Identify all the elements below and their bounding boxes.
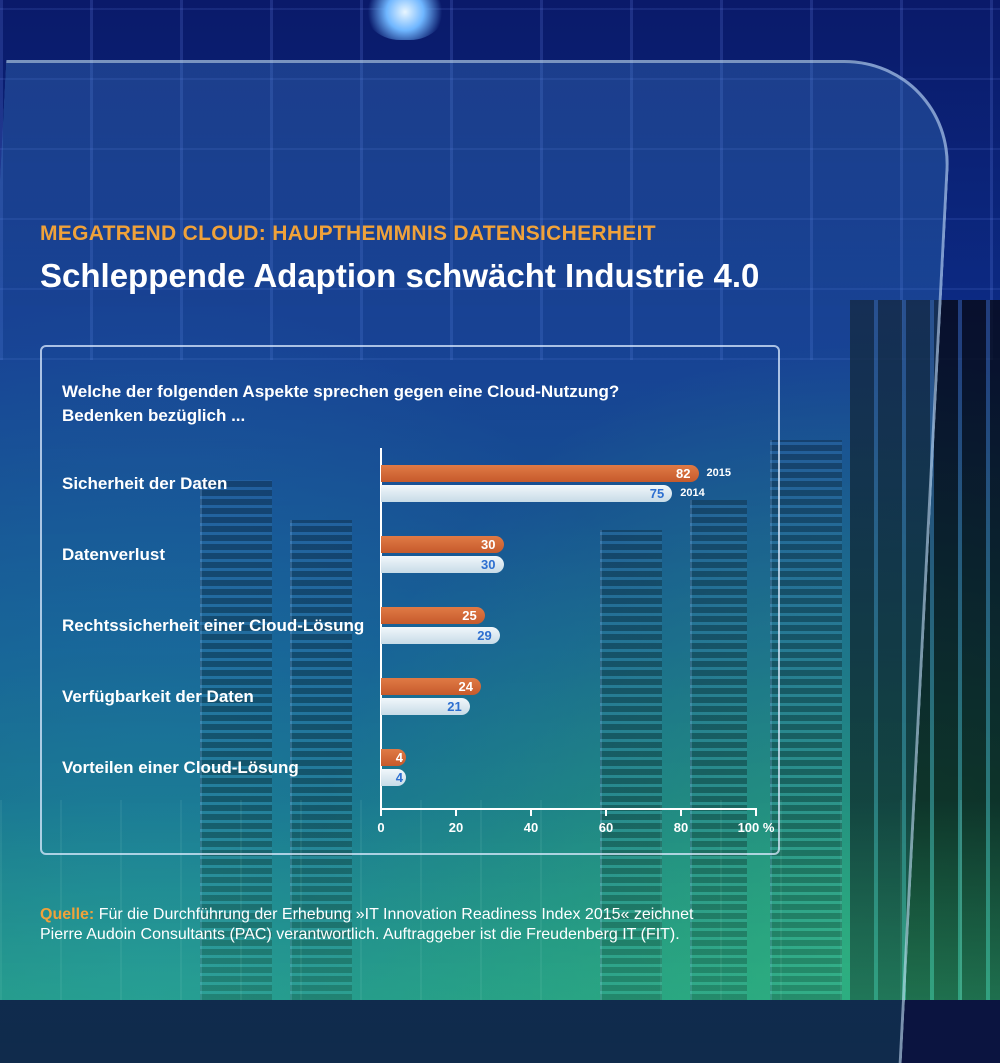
x-tick-label: 40	[523, 820, 539, 835]
question-line-2: Bedenken bezüglich ...	[62, 406, 246, 425]
bar-2015: 82	[381, 465, 699, 482]
category-label: Datenverlust	[62, 545, 165, 564]
background-ceiling	[0, 0, 1000, 360]
source-note: Quelle: Für die Durchführung der Erhebun…	[40, 905, 740, 945]
source-text: Für die Durchführung der Erhebung »IT In…	[40, 906, 694, 943]
data-label: 30	[481, 537, 496, 552]
data-label: 21	[447, 699, 462, 714]
x-tick	[680, 808, 682, 816]
question-line-1: Welche der folgenden Aspekte sprechen ge…	[62, 382, 620, 401]
background-floor	[0, 800, 1000, 1000]
data-label: 75	[649, 486, 665, 501]
x-tick-label: 0	[377, 820, 385, 835]
bar-2015: 30	[381, 536, 504, 553]
x-tick	[605, 808, 607, 816]
server-rack	[770, 440, 842, 1000]
chart-frame	[40, 345, 780, 855]
chart-question: Welche der folgenden Aspekte sprechen ge…	[62, 380, 702, 428]
source-label: Quelle:	[40, 906, 95, 923]
legend-entry: 2015	[706, 467, 731, 479]
data-label: 82	[676, 466, 691, 481]
x-tick	[755, 808, 757, 816]
x-tick-label: 20	[448, 820, 464, 835]
bar-2014: 75	[381, 485, 673, 502]
legend-entry: 2014	[680, 487, 705, 499]
server-racks-right	[850, 300, 1000, 1000]
server-rack	[290, 520, 352, 1000]
server-rack	[200, 480, 272, 1000]
bar-2015: 4	[381, 749, 406, 766]
data-label: 30	[481, 557, 496, 572]
page-title: Schleppende Adaption schwächt Industrie …	[40, 257, 760, 294]
background	[0, 0, 1000, 1000]
data-label: 24	[458, 679, 473, 694]
category-label: Vorteilen einer Cloud-Lösung	[62, 758, 299, 777]
category-label: Verfügbarkeit der Daten	[62, 687, 254, 706]
kicker-heading: MEGATREND CLOUD: HAUPTHEMMNIS DATENSICHE…	[40, 222, 656, 245]
x-axis-line	[380, 808, 756, 810]
data-label: 4	[395, 770, 403, 785]
x-tick-label: 100 %	[737, 820, 775, 835]
server-rack	[690, 500, 747, 1000]
bar-2015: 25	[381, 607, 485, 624]
x-tick	[380, 808, 382, 816]
data-label: 29	[477, 628, 492, 643]
category-label: Rechtssicherheit einer Cloud-Lösung	[62, 616, 365, 635]
x-tick	[455, 808, 457, 816]
bar-2014: 4	[381, 769, 406, 786]
bar-2014: 29	[381, 627, 500, 644]
x-tick	[530, 808, 532, 816]
bar-2015: 24	[381, 678, 481, 695]
bar-2014: 30	[381, 556, 504, 573]
category-label: Sicherheit der Daten	[62, 474, 228, 493]
server-rack	[600, 530, 662, 1000]
x-tick-label: 60	[598, 820, 614, 835]
bar-2014: 21	[381, 698, 470, 715]
data-label: 4	[395, 750, 403, 765]
data-label: 25	[462, 608, 477, 623]
x-tick-label: 80	[673, 820, 689, 835]
